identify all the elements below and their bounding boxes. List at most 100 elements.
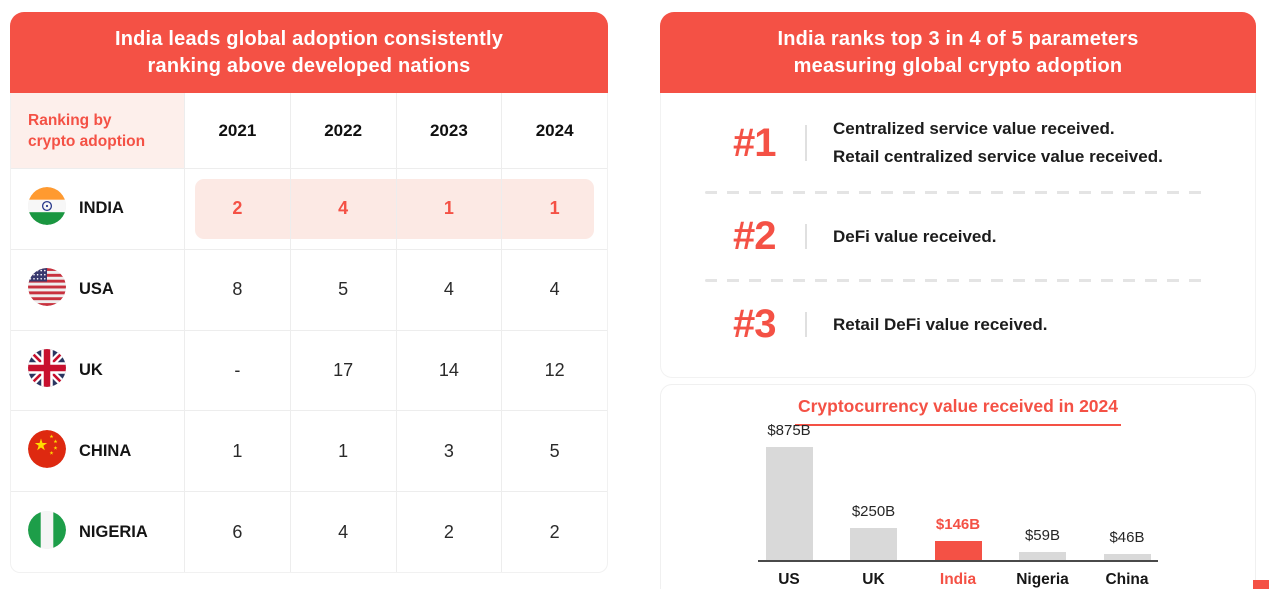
rank-value: 6 xyxy=(232,521,243,542)
rank-value: 4 xyxy=(338,521,349,542)
rank-cell: 5 xyxy=(501,410,607,492)
year-header-cell: 2022 xyxy=(289,93,396,168)
rank-cell: 1 xyxy=(289,410,396,492)
rank-value: 1 xyxy=(338,440,349,461)
chart-title: Cryptocurrency value received in 2024 xyxy=(794,396,1122,426)
rank-cell: 4 xyxy=(289,491,396,572)
year-header-cell: 2024 xyxy=(501,93,607,168)
country-name: NIGERIA xyxy=(79,522,148,541)
bar-value-label: $146B xyxy=(935,516,981,533)
rank-value: 2 xyxy=(443,521,454,542)
country-name: UK xyxy=(79,360,103,379)
china-flag-icon xyxy=(28,429,66,473)
right-panel-title-line1: India ranks top 3 in 4 of 5 parameters xyxy=(777,27,1139,50)
left-panel-title-line1: India leads global adoption consistently xyxy=(114,27,504,50)
bar-column: $146B xyxy=(927,516,989,560)
rank-number: #3 xyxy=(733,302,777,346)
rank-value: 8 xyxy=(232,279,243,300)
rank-value: - xyxy=(234,359,241,380)
bar xyxy=(765,447,813,560)
bar-chart-bars: $875B $250B $146B $59B $46B xyxy=(758,422,1158,562)
category-label: US xyxy=(778,571,800,588)
category-label: China xyxy=(1105,571,1149,588)
rank-value: 12 xyxy=(544,359,565,380)
country-cell: CHINA xyxy=(11,410,184,491)
rank-cell: 3 xyxy=(395,410,502,492)
page-corner-mark xyxy=(1253,580,1269,589)
category-label: India xyxy=(939,571,977,588)
bar-column: $875B xyxy=(758,422,820,560)
nigeria-flag-icon xyxy=(28,510,66,554)
parameters-panel: India ranks top 3 in 4 of 5 parameters m… xyxy=(660,12,1256,589)
rank-cell: 2 xyxy=(395,491,502,572)
ranking-table-corner-header: Ranking by crypto adoption xyxy=(11,93,184,168)
rank-cell: 6 xyxy=(184,491,290,572)
adoption-ranking-panel: India leads global adoption consistently… xyxy=(10,12,608,573)
bar-value-label: $59B xyxy=(1024,527,1061,544)
rank-cell: 4 xyxy=(501,248,607,330)
rank-value: 14 xyxy=(438,359,459,380)
rank-divider xyxy=(805,224,807,249)
country-cell: INDIA xyxy=(11,168,184,249)
rank-value: 17 xyxy=(333,359,354,380)
rank-cell: 4 xyxy=(289,168,396,249)
country-cell: NIGERIA xyxy=(11,491,184,572)
bar-column: $46B xyxy=(1096,529,1158,560)
left-panel-title-line2: ranking above developed nations xyxy=(147,54,471,77)
bar xyxy=(1103,554,1151,560)
rank-value: 5 xyxy=(338,279,349,300)
rank-cell: 2 xyxy=(184,168,290,249)
bar xyxy=(934,541,982,560)
bar-value-label: $250B xyxy=(851,503,896,520)
rank-value: 1 xyxy=(549,198,560,219)
rank-cell: 1 xyxy=(184,410,290,492)
usa-flag-icon xyxy=(28,268,66,311)
rank-description-line: Centralized service value received. xyxy=(833,119,1115,138)
rank-description-line: DeFi value received. xyxy=(833,226,997,246)
uk-flag-icon xyxy=(28,348,66,392)
bar-value-label: $875B xyxy=(767,422,811,439)
rank-number: #1 xyxy=(733,120,777,165)
india-flag-icon xyxy=(28,187,66,230)
category-label: UK xyxy=(862,571,885,588)
dashed-separator xyxy=(705,191,1211,194)
bar xyxy=(850,528,897,560)
country-name: USA xyxy=(79,280,114,299)
bar-value-label: $46B xyxy=(1109,529,1145,546)
rank-cell: 2 xyxy=(501,491,607,572)
category-label: Nigeria xyxy=(1016,571,1069,588)
rank-cell: 17 xyxy=(289,329,396,411)
rank-cell: 12 xyxy=(501,329,607,411)
rank-cell: 1 xyxy=(501,168,607,249)
rank-value: 4 xyxy=(338,198,349,219)
rank-description: Centralized service value received. Retai… xyxy=(833,115,1163,171)
ranking-table: Ranking by crypto adoption 2021 2022 2023 2… xyxy=(10,93,608,573)
rank-cell: 8 xyxy=(184,248,290,330)
right-panel-title-line2: measuring global crypto adoption xyxy=(793,54,1123,77)
rank-value: 4 xyxy=(443,279,454,300)
corner-header-line1: Ranking by xyxy=(28,111,112,129)
rank-value: 5 xyxy=(549,440,560,461)
rank-description: DeFi value received. xyxy=(833,223,996,251)
rank-value: 3 xyxy=(443,440,454,461)
rank-number: #2 xyxy=(733,214,777,258)
rank-description-line: Retail DeFi value received. xyxy=(833,314,1048,334)
rank-cell: 14 xyxy=(395,329,502,411)
bar xyxy=(1019,552,1066,560)
rank-value: 2 xyxy=(232,198,243,219)
country-name: INDIA xyxy=(79,199,124,218)
rank-divider xyxy=(805,312,807,337)
dashed-separator xyxy=(705,279,1211,282)
bar-chart-categories: US UK India Nigeria China xyxy=(758,571,1158,589)
country-cell: USA xyxy=(11,248,184,330)
rank-divider xyxy=(805,125,807,161)
rank-cell: 4 xyxy=(395,248,502,330)
rank-cell: 5 xyxy=(289,248,396,330)
country-cell: UK xyxy=(11,329,184,411)
country-name: CHINA xyxy=(79,441,132,460)
rank-value: 1 xyxy=(443,198,454,219)
ranking-row: #1 Centralized service value received. Ret… xyxy=(705,95,1211,191)
bar-column: $250B xyxy=(843,503,905,560)
rank-value: 4 xyxy=(549,279,560,300)
